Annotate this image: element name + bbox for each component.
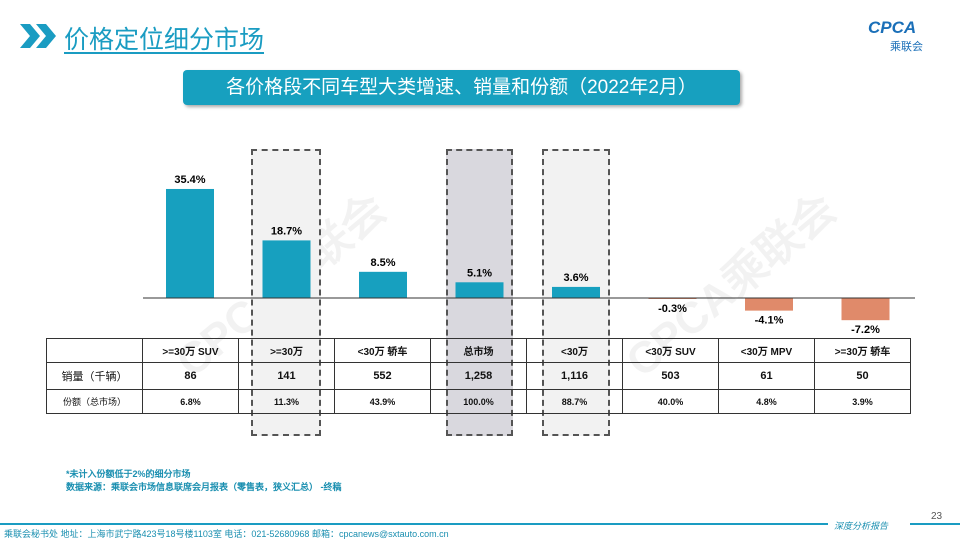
column-header: >=30万 SUV xyxy=(142,338,239,363)
table-cell: 88.7% xyxy=(526,389,623,414)
table-cell: 6.8% xyxy=(142,389,239,414)
table-cell: 86 xyxy=(142,362,239,390)
column-header: >=30万 xyxy=(238,338,335,363)
data-label: -7.2% xyxy=(851,324,880,336)
data-label: 8.5% xyxy=(370,257,395,269)
table-cell: 61 xyxy=(718,362,815,390)
data-source: 数据来源：乘联会市场信息联席会月报表（零售表，狭义汇总） -终稿 xyxy=(66,482,342,492)
bar xyxy=(166,188,214,298)
table-cell: 50 xyxy=(814,362,911,390)
bar xyxy=(359,271,407,298)
bar xyxy=(262,240,311,298)
table-cell: 11.3% xyxy=(238,389,335,414)
column-header: >=30万 轿车 xyxy=(814,338,911,363)
bar xyxy=(455,282,504,298)
footer-address: 乘联会秘书处 地址：上海市武宁路423号18号楼1103室 电话：021-526… xyxy=(4,529,449,539)
column-header: <30万 MPV xyxy=(718,338,815,363)
column-header: 总市场 xyxy=(430,338,527,363)
table-cell: 141 xyxy=(238,362,335,390)
data-label: 18.7% xyxy=(271,225,302,237)
footnote: *未计入份额低于2%的细分市场 xyxy=(66,469,191,479)
data-label: -4.1% xyxy=(755,315,784,327)
bar xyxy=(745,298,793,311)
double-chevron-icon xyxy=(20,24,56,48)
column-header: <30万 xyxy=(526,338,623,363)
table-cell: 4.8% xyxy=(718,389,815,414)
page-title: 价格定位细分市场 xyxy=(64,26,265,54)
table-cell: 1,116 xyxy=(526,362,623,390)
table-cell: 3.9% xyxy=(814,389,911,414)
table-cell: 100.0% xyxy=(430,389,527,414)
table-cell: 43.9% xyxy=(334,389,431,414)
column-header: <30万 SUV xyxy=(622,338,719,363)
page-number: 23 xyxy=(931,511,943,522)
cpca-logo: CPCA 乘联会 xyxy=(868,18,923,53)
bar xyxy=(841,298,890,321)
footer-divider xyxy=(910,523,960,525)
row-label: 销量（千辆） xyxy=(46,362,143,390)
bar-chart: 35.4% 18.7% 8.5% 5.1% 3.6% -0.3% -4.1% -7.2% xyxy=(143,174,915,336)
table-corner xyxy=(46,338,143,363)
table-cell: 552 xyxy=(334,362,431,390)
column-header: <30万 轿车 xyxy=(334,338,431,363)
footer-tagline: 深度分析报告 xyxy=(834,521,889,531)
table-cell: 40.0% xyxy=(622,389,719,414)
data-table: >=30万 SUV >=30万 <30万 轿车 总市场 <30万 <30万 SUV <30万… xyxy=(46,338,911,414)
row-label: 份额（总市场） xyxy=(46,389,143,414)
data-label: 5.1% xyxy=(467,267,492,279)
table-cell: 1,258 xyxy=(430,362,527,390)
data-label: 3.6% xyxy=(563,272,588,284)
data-label: 35.4% xyxy=(174,174,205,186)
bar xyxy=(552,286,600,298)
table-cell: 503 xyxy=(622,362,719,390)
data-label: -0.3% xyxy=(658,303,687,315)
footer-divider xyxy=(0,523,828,525)
chart-banner-title: 各价格段不同车型大类增速、销量和份额（2022年2月） xyxy=(183,70,740,105)
